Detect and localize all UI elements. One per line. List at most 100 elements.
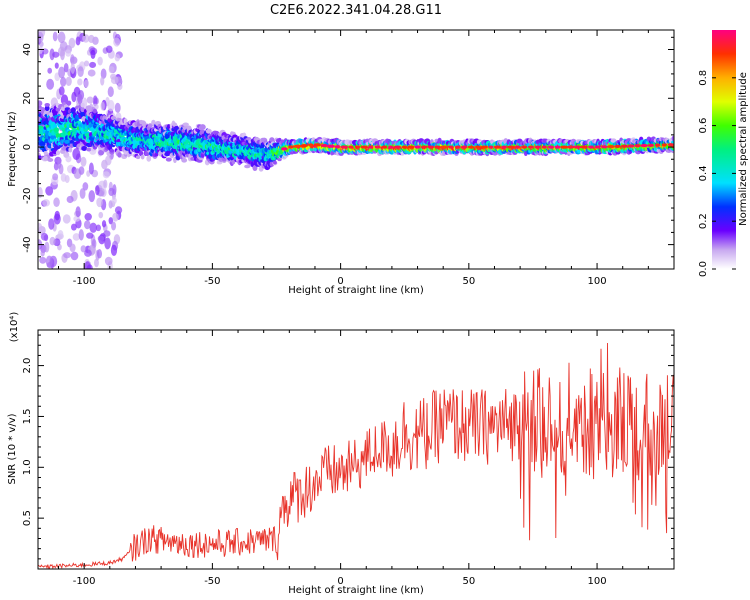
heatmap-noise-cell <box>96 197 103 208</box>
heatmap-noise-cell <box>48 218 55 230</box>
heatmap-cell <box>92 108 98 114</box>
heatmap-noise-cell <box>82 182 89 191</box>
heatmap-core-cell <box>567 145 575 149</box>
heatmap-noise-cell <box>86 170 91 177</box>
chart-title: C2E6.2022.341.04.28.G11 <box>270 3 442 18</box>
snr-multiplier-label: (x10⁴) <box>9 312 20 343</box>
heatmap-core-cell <box>607 145 615 149</box>
y-tick-label: 40 <box>22 43 33 56</box>
colorbar-tick-label: 0.6 <box>698 118 709 134</box>
heatmap-core-cell <box>614 144 621 149</box>
heatmap-noise-cell <box>75 36 81 46</box>
heatmap-core-cell <box>414 145 421 149</box>
heatmap-noise-cell <box>44 241 50 253</box>
heatmap-cell <box>135 155 141 160</box>
heatmap-noise-cell <box>78 166 85 175</box>
heatmap-core-cell <box>547 145 554 149</box>
heatmap-noise-cell <box>75 206 81 218</box>
heatmap-noise-cell <box>54 210 60 221</box>
heatmap-core-cell <box>368 145 374 149</box>
heatmap-noise-cell <box>100 76 105 86</box>
y-tick-label: -20 <box>22 188 33 204</box>
heatmap-core-cell <box>475 145 481 149</box>
heatmap-noise-cell <box>72 148 81 160</box>
heatmap-noise-cell <box>57 31 66 44</box>
snr-series-line <box>38 342 674 569</box>
heatmap-core-cell <box>314 143 322 147</box>
heatmap-core-cell <box>354 145 361 149</box>
heatmap-cell <box>55 150 61 156</box>
heatmap-cell <box>53 127 59 133</box>
heatmap-cell <box>47 158 54 162</box>
colorbar-ticks: 0.0 0.2 0.4 0.6 0.8 <box>698 70 736 277</box>
heatmap-core-cell <box>667 143 674 147</box>
heatmap-noise-cell <box>38 222 43 232</box>
heatmap-core-cell <box>640 143 648 148</box>
y-tick-label: -40 <box>22 236 33 252</box>
heatmap-noise-cell <box>107 86 114 98</box>
heatmap-noise-cell <box>52 173 59 181</box>
heatmap-cell <box>165 157 172 162</box>
y-tick-label: 20 <box>22 92 33 105</box>
heatmap-noise-cell <box>114 206 123 214</box>
heatmap-noise-cell <box>80 245 87 253</box>
heatmap-cell <box>164 133 170 140</box>
heatmap-noise-cell <box>66 195 74 204</box>
heatmap-cell <box>80 107 85 113</box>
heatmap-cell <box>117 152 122 158</box>
heatmap-noise-cell <box>95 185 100 196</box>
heatmap-cell <box>671 135 674 142</box>
x-tick-label: -50 <box>204 276 220 287</box>
heatmap-core-cell <box>300 144 308 148</box>
heatmap-core-cell <box>480 145 488 149</box>
heatmap-noise-cell <box>86 232 94 239</box>
spectrogram-x-axis-label: Height of straight line (km) <box>288 285 424 296</box>
heatmap-noise-cell <box>57 157 62 169</box>
heatmap-cell <box>610 138 617 143</box>
heatmap-core-cell <box>407 145 415 149</box>
heatmap-noise-cell <box>77 66 84 78</box>
heatmap-cell <box>66 100 72 106</box>
heatmap-core-cell <box>326 144 335 148</box>
heatmap-core-cell <box>293 144 302 148</box>
heatmap-cell <box>44 102 50 107</box>
heatmap-noise-cell <box>94 258 99 268</box>
heatmap-cell <box>109 148 115 153</box>
heatmap-noise-cell <box>112 184 117 196</box>
heatmap-core-cell <box>394 145 402 149</box>
heatmap-noise-cell <box>49 236 56 246</box>
heatmap-noise-cell <box>104 256 113 266</box>
snr-y-axis-label: SNR (10 * v/v) <box>7 413 18 484</box>
heatmap-noise-cell <box>117 82 123 90</box>
heatmap-noise-cell <box>70 62 76 74</box>
heatmap-noise-cell <box>70 251 79 261</box>
heatmap-cell <box>205 128 212 134</box>
heatmap-noise-cell <box>58 66 66 79</box>
heatmap-noise-cell <box>57 229 64 239</box>
x-tick-label: 100 <box>588 576 607 587</box>
heatmap-noise-cell <box>86 96 94 104</box>
heatmap-noise-cell <box>86 264 93 269</box>
heatmap-noise-cell <box>58 86 65 96</box>
heatmap-noise-cell <box>52 31 58 42</box>
heatmap-noise-cell <box>60 76 67 87</box>
heatmap-core-cell <box>488 145 494 149</box>
heatmap-core-cell <box>374 145 381 149</box>
heatmap-noise-cell <box>63 63 69 73</box>
heatmap-noise-cell <box>110 244 118 257</box>
heatmap-core-cell <box>580 145 588 149</box>
x-tick-label: -50 <box>204 576 220 587</box>
heatmap-noise-cell <box>107 100 115 112</box>
heatmap-core-cell <box>514 145 521 149</box>
colorbar-tick-label: 0.0 <box>698 261 709 277</box>
y-tick-label: 1.0 <box>22 459 33 475</box>
heatmap-core-cell <box>620 144 628 148</box>
heatmap-core-cell <box>440 145 449 149</box>
heatmap-noise-cell <box>65 76 72 86</box>
heatmap-noise-cell <box>47 67 53 74</box>
heatmap-core-cell <box>334 145 341 149</box>
heatmap-noise-cell <box>54 62 59 69</box>
heatmap-cell <box>252 164 258 172</box>
y-tick-label: 0.5 <box>22 510 33 526</box>
